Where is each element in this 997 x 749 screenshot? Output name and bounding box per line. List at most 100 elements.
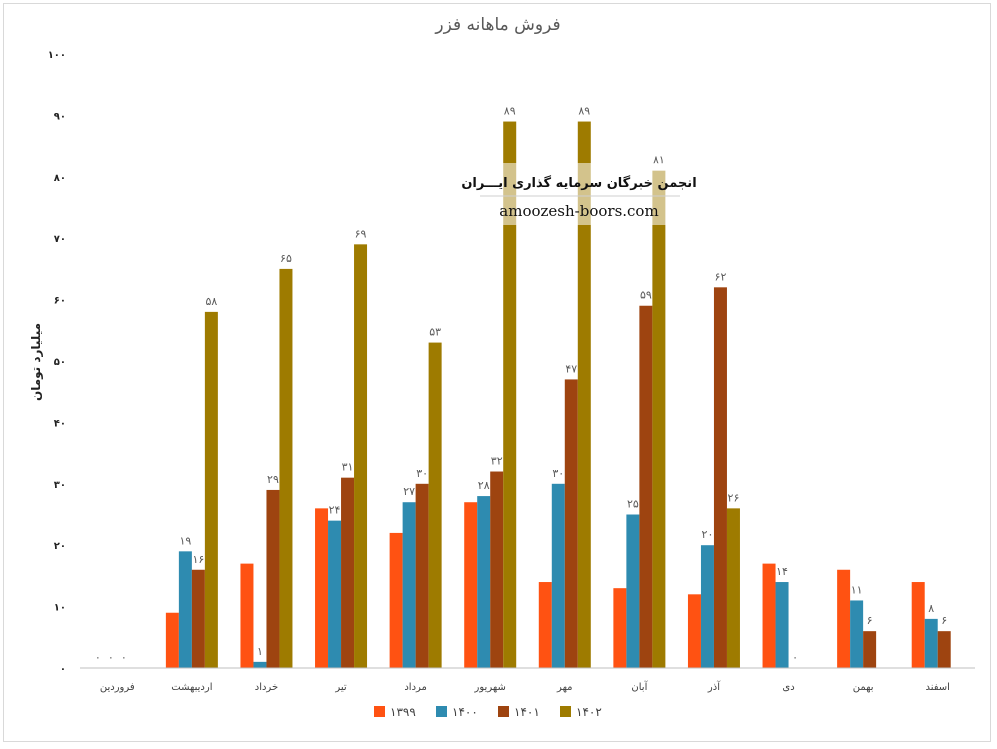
y-tick-label: ۳۰ <box>54 480 66 491</box>
data-label: ۸ <box>928 602 934 615</box>
bar <box>924 618 938 668</box>
legend-label: ۱۴۰۱ <box>514 705 540 719</box>
x-tick-label: مهر <box>556 682 572 693</box>
watermark: انجمن خبرگان سرمایه گذاری ایـــران amooz… <box>461 163 697 225</box>
bar <box>204 311 218 668</box>
watermark-url: amoozesh-boors.com <box>499 202 658 220</box>
x-axis-ticks: فروردین اردیبهشت خرداد تیر مرداد شهریور مهر آبا… <box>100 680 950 693</box>
data-label: ۱ <box>257 645 263 658</box>
data-label: ۶ <box>941 614 947 627</box>
data-label: ۳۲ <box>491 455 503 468</box>
bar <box>551 483 565 668</box>
data-label: ۲۸ <box>478 479 490 492</box>
data-label: ۰ <box>121 651 127 664</box>
bar <box>389 532 403 668</box>
bar <box>713 287 727 668</box>
data-label: ۵۹ <box>640 289 652 302</box>
y-axis-label: میلیارد تومان <box>29 323 44 401</box>
bar <box>937 631 951 668</box>
data-label: ۸۹ <box>504 105 516 118</box>
data-label: ۲۹ <box>267 473 279 486</box>
data-label: ۲۴ <box>329 504 341 517</box>
y-tick-label: ۰ <box>60 664 66 675</box>
bar <box>328 520 342 668</box>
x-tick-label: دی <box>782 682 794 693</box>
legend-label: ۱۴۰۰ <box>452 705 478 719</box>
y-tick-label: ۶۰ <box>54 296 66 307</box>
data-label: ۶۲ <box>715 270 727 283</box>
data-label: ۲۰ <box>702 528 714 541</box>
legend-label: ۱۴۰۲ <box>576 705 602 719</box>
bar <box>354 244 368 668</box>
watermark-backdrop <box>476 163 682 225</box>
x-tick-label: اسفند <box>925 682 949 693</box>
y-tick-label: ۷۰ <box>54 234 66 245</box>
data-label: ۱۱ <box>851 583 863 596</box>
y-tick-label: ۹۰ <box>54 111 66 122</box>
bar <box>503 121 517 669</box>
data-label: ۸۱ <box>653 154 665 167</box>
y-tick-label: ۴۰ <box>54 418 66 429</box>
data-label: ۱۴ <box>776 565 788 578</box>
data-label: ۶۹ <box>355 227 367 240</box>
data-label: ۰ <box>108 651 114 664</box>
chart-title: فروش ماهانه فزر <box>434 15 560 35</box>
bar <box>762 563 776 668</box>
y-axis-ticks: ۰ ۱۰ ۲۰ ۳۰ ۴۰ ۵۰ ۶۰ ۷۰ ۸۰ ۹۰ ۱۰۰ <box>48 50 66 675</box>
bar <box>315 508 329 668</box>
bar <box>477 496 491 668</box>
bar <box>402 502 416 668</box>
bar <box>639 305 653 668</box>
x-tick-label: آبان <box>631 680 648 693</box>
data-label: ۳۰ <box>552 467 564 480</box>
legend-swatch <box>560 706 571 717</box>
bar <box>564 379 578 668</box>
watermark-title: انجمن خبرگان سرمایه گذاری ایـــران <box>461 175 696 191</box>
x-tick-label: اردیبهشت <box>171 682 212 693</box>
y-tick-label: ۵۰ <box>54 357 66 368</box>
data-label: ۸۹ <box>578 105 590 118</box>
x-tick-label: آذر <box>707 680 721 693</box>
x-tick-label: بهمن <box>853 682 874 693</box>
x-tick-label: خرداد <box>255 682 278 693</box>
data-label: ۲۶ <box>728 491 740 504</box>
bar <box>341 477 355 668</box>
data-label: ۵۳ <box>429 326 441 339</box>
data-label: ۳۰ <box>416 467 428 480</box>
data-label: ۰ <box>792 651 798 664</box>
legend-swatch <box>498 706 509 717</box>
data-label: ۶ <box>867 614 873 627</box>
data-label: ۲۷ <box>403 485 415 498</box>
y-tick-label: ۱۰ <box>54 603 66 614</box>
legend: ۱۳۹۹ ۱۴۰۰ ۱۴۰۱ ۱۴۰۲ <box>374 705 602 719</box>
bar <box>863 631 877 668</box>
bar <box>911 582 925 668</box>
y-tick-label: ۱۰۰ <box>48 50 66 61</box>
bar <box>165 612 179 668</box>
bar <box>490 471 504 668</box>
bar <box>538 582 552 668</box>
bars <box>165 121 951 669</box>
bar <box>850 600 864 668</box>
data-label: ۱۹ <box>179 534 191 547</box>
bar <box>464 502 478 668</box>
data-label: ۰ <box>95 651 101 664</box>
data-label: ۳۱ <box>342 461 354 474</box>
bar <box>191 569 205 668</box>
bar <box>775 582 789 668</box>
data-label: ۲۵ <box>627 498 639 511</box>
x-tick-label: فروردین <box>100 682 135 693</box>
data-label: ۱۶ <box>192 553 204 566</box>
bar <box>652 170 666 668</box>
data-label: ۵۸ <box>205 295 217 308</box>
y-tick-label: ۸۰ <box>54 173 66 184</box>
legend-swatch <box>374 706 385 717</box>
data-label: ۶۵ <box>280 252 292 265</box>
bar <box>626 514 640 668</box>
x-tick-label: تیر <box>334 682 347 693</box>
bar <box>415 483 429 668</box>
legend-label: ۱۳۹۹ <box>390 705 416 719</box>
bar <box>178 551 192 668</box>
